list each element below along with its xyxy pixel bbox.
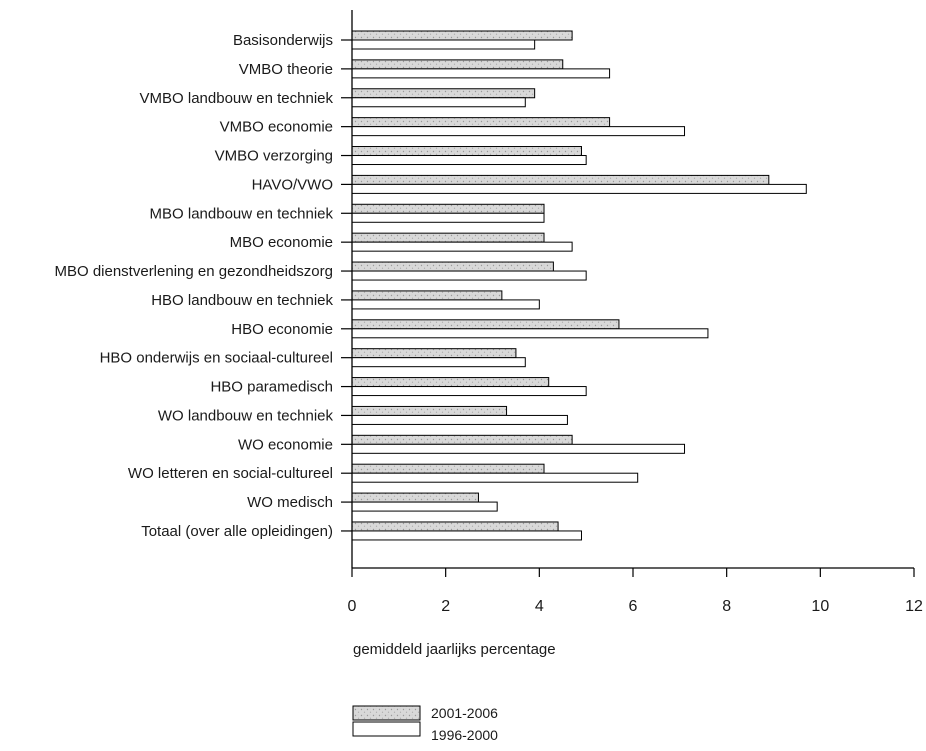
- x-axis-ticks: 0 2 4 6 8 10 12: [348, 568, 923, 615]
- legend-label-1996-2000: 1996-2000: [431, 727, 498, 743]
- bar-1996-2000-hbo-onderwijs-en-sociaal-cultureel: [351, 357, 526, 368]
- bar-2001-2006-mbo-dienstverlening-en-gezondheidszorg: [351, 261, 554, 272]
- bar-1996-2000-vmbo-economie: [351, 126, 686, 137]
- x-tick-label-8: 8: [722, 598, 731, 615]
- bar-2001-2006-hbo-paramedisch: [351, 377, 550, 388]
- category-label-vmbo-verzorging: VMBO verzorging: [215, 148, 333, 165]
- category-label-vmbo-landbouw-en-techniek: VMBO landbouw en techniek: [140, 90, 334, 107]
- category-label-hbo-landbouw-en-techniek: HBO landbouw en techniek: [151, 292, 333, 309]
- bar-2001-2006-wo-landbouw-en-techniek: [351, 405, 508, 416]
- bar-2001-2006-wo-economie: [351, 434, 573, 445]
- bar-2001-2006-wo-letteren-en-social-cultureel: [351, 463, 545, 474]
- category-label-vmbo-theorie: VMBO theorie: [239, 61, 333, 78]
- category-label-wo-economie: WO economie: [238, 436, 333, 453]
- category-label-havo-vwo: HAVO/VWO: [252, 176, 333, 193]
- bar-1996-2000-vmbo-landbouw-en-techniek: [351, 97, 526, 108]
- bar-1996-2000-hbo-economie: [351, 328, 709, 339]
- x-tick-label-2: 2: [441, 598, 450, 615]
- bar-1996-2000-mbo-dienstverlening-en-gezondheidszorg: [351, 270, 587, 281]
- x-tick-label-12: 12: [905, 598, 923, 615]
- bar-1996-2000-vmbo-verzorging: [351, 155, 587, 166]
- category-label-wo-letteren-en-social-cultureel: WO letteren en social-cultureel: [128, 465, 333, 482]
- bar-1996-2000-wo-landbouw-en-techniek: [351, 414, 568, 425]
- bar-2001-2006-hbo-onderwijs-en-sociaal-cultureel: [351, 348, 517, 359]
- bar-1996-2000-mbo-landbouw-en-techniek: [351, 212, 545, 223]
- category-label-basisonderwijs: Basisonderwijs: [233, 32, 333, 49]
- bar-1996-2000-totaal-over-alle-opleidingen: [351, 530, 582, 541]
- legend-swatch-2001-2006: [352, 705, 421, 721]
- x-tick-label-4: 4: [535, 598, 544, 615]
- category-label-mbo-economie: MBO economie: [230, 234, 333, 251]
- bars-layer: [351, 30, 807, 541]
- category-label-hbo-economie: HBO economie: [231, 321, 333, 338]
- category-label-wo-landbouw-en-techniek: WO landbouw en techniek: [158, 407, 334, 424]
- bar-2001-2006-basisonderwijs: [351, 30, 573, 41]
- category-label-totaal-over-alle-opleidingen: Totaal (over alle opleidingen): [141, 523, 333, 540]
- y-axis-ticks: [341, 39, 352, 532]
- bar-2001-2006-vmbo-landbouw-en-techniek: [351, 88, 536, 99]
- bar-1996-2000-hbo-paramedisch: [351, 386, 587, 397]
- bar-2001-2006-mbo-landbouw-en-techniek: [351, 203, 545, 214]
- legend-label-2001-2006: 2001-2006: [431, 705, 498, 721]
- category-label-wo-medisch: WO medisch: [247, 494, 333, 511]
- bar-2001-2006-vmbo-verzorging: [351, 146, 582, 157]
- bar-2001-2006-vmbo-economie: [351, 117, 611, 128]
- bar-1996-2000-basisonderwijs: [351, 39, 536, 50]
- category-label-mbo-dienstverlening-en-gezondheidszorg: MBO dienstverlening en gezondheidszorg: [54, 263, 333, 280]
- category-labels: Basisonderwijs VMBO theorie VMBO landbouw …: [54, 32, 333, 540]
- category-label-hbo-onderwijs-en-sociaal-cultureel: HBO onderwijs en sociaal-cultureel: [100, 350, 333, 367]
- x-tick-label-6: 6: [629, 598, 638, 615]
- bar-2001-2006-hbo-economie: [351, 319, 620, 330]
- bar-1996-2000-vmbo-theorie: [351, 68, 611, 79]
- bar-1996-2000-havo-vwo: [351, 183, 807, 194]
- category-label-mbo-landbouw-en-techniek: MBO landbouw en techniek: [150, 205, 334, 222]
- bar-2001-2006-havo-vwo: [351, 174, 770, 185]
- bar-2001-2006-hbo-landbouw-en-techniek: [351, 290, 503, 301]
- x-tick-label-10: 10: [811, 598, 829, 615]
- bar-1996-2000-wo-medisch: [351, 501, 498, 512]
- x-tick-label-0: 0: [348, 598, 357, 615]
- bar-1996-2000-wo-economie: [351, 443, 686, 454]
- category-label-hbo-paramedisch: HBO paramedisch: [210, 379, 333, 396]
- bar-1996-2000-wo-letteren-en-social-cultureel: [351, 472, 639, 483]
- legend: 2001-2006 1996-2000: [352, 705, 498, 743]
- bar-2001-2006-vmbo-theorie: [351, 59, 564, 70]
- bar-2001-2006-totaal-over-alle-opleidingen: [351, 521, 559, 532]
- x-axis-title: gemiddeld jaarlijks percentage: [353, 641, 556, 658]
- legend-swatch-1996-2000: [352, 721, 421, 737]
- bar-1996-2000-hbo-landbouw-en-techniek: [351, 299, 540, 310]
- bar-2001-2006-mbo-economie: [351, 232, 545, 243]
- bar-2001-2006-wo-medisch: [351, 492, 479, 503]
- bar-1996-2000-mbo-economie: [351, 241, 573, 252]
- category-label-vmbo-economie: VMBO economie: [220, 119, 333, 136]
